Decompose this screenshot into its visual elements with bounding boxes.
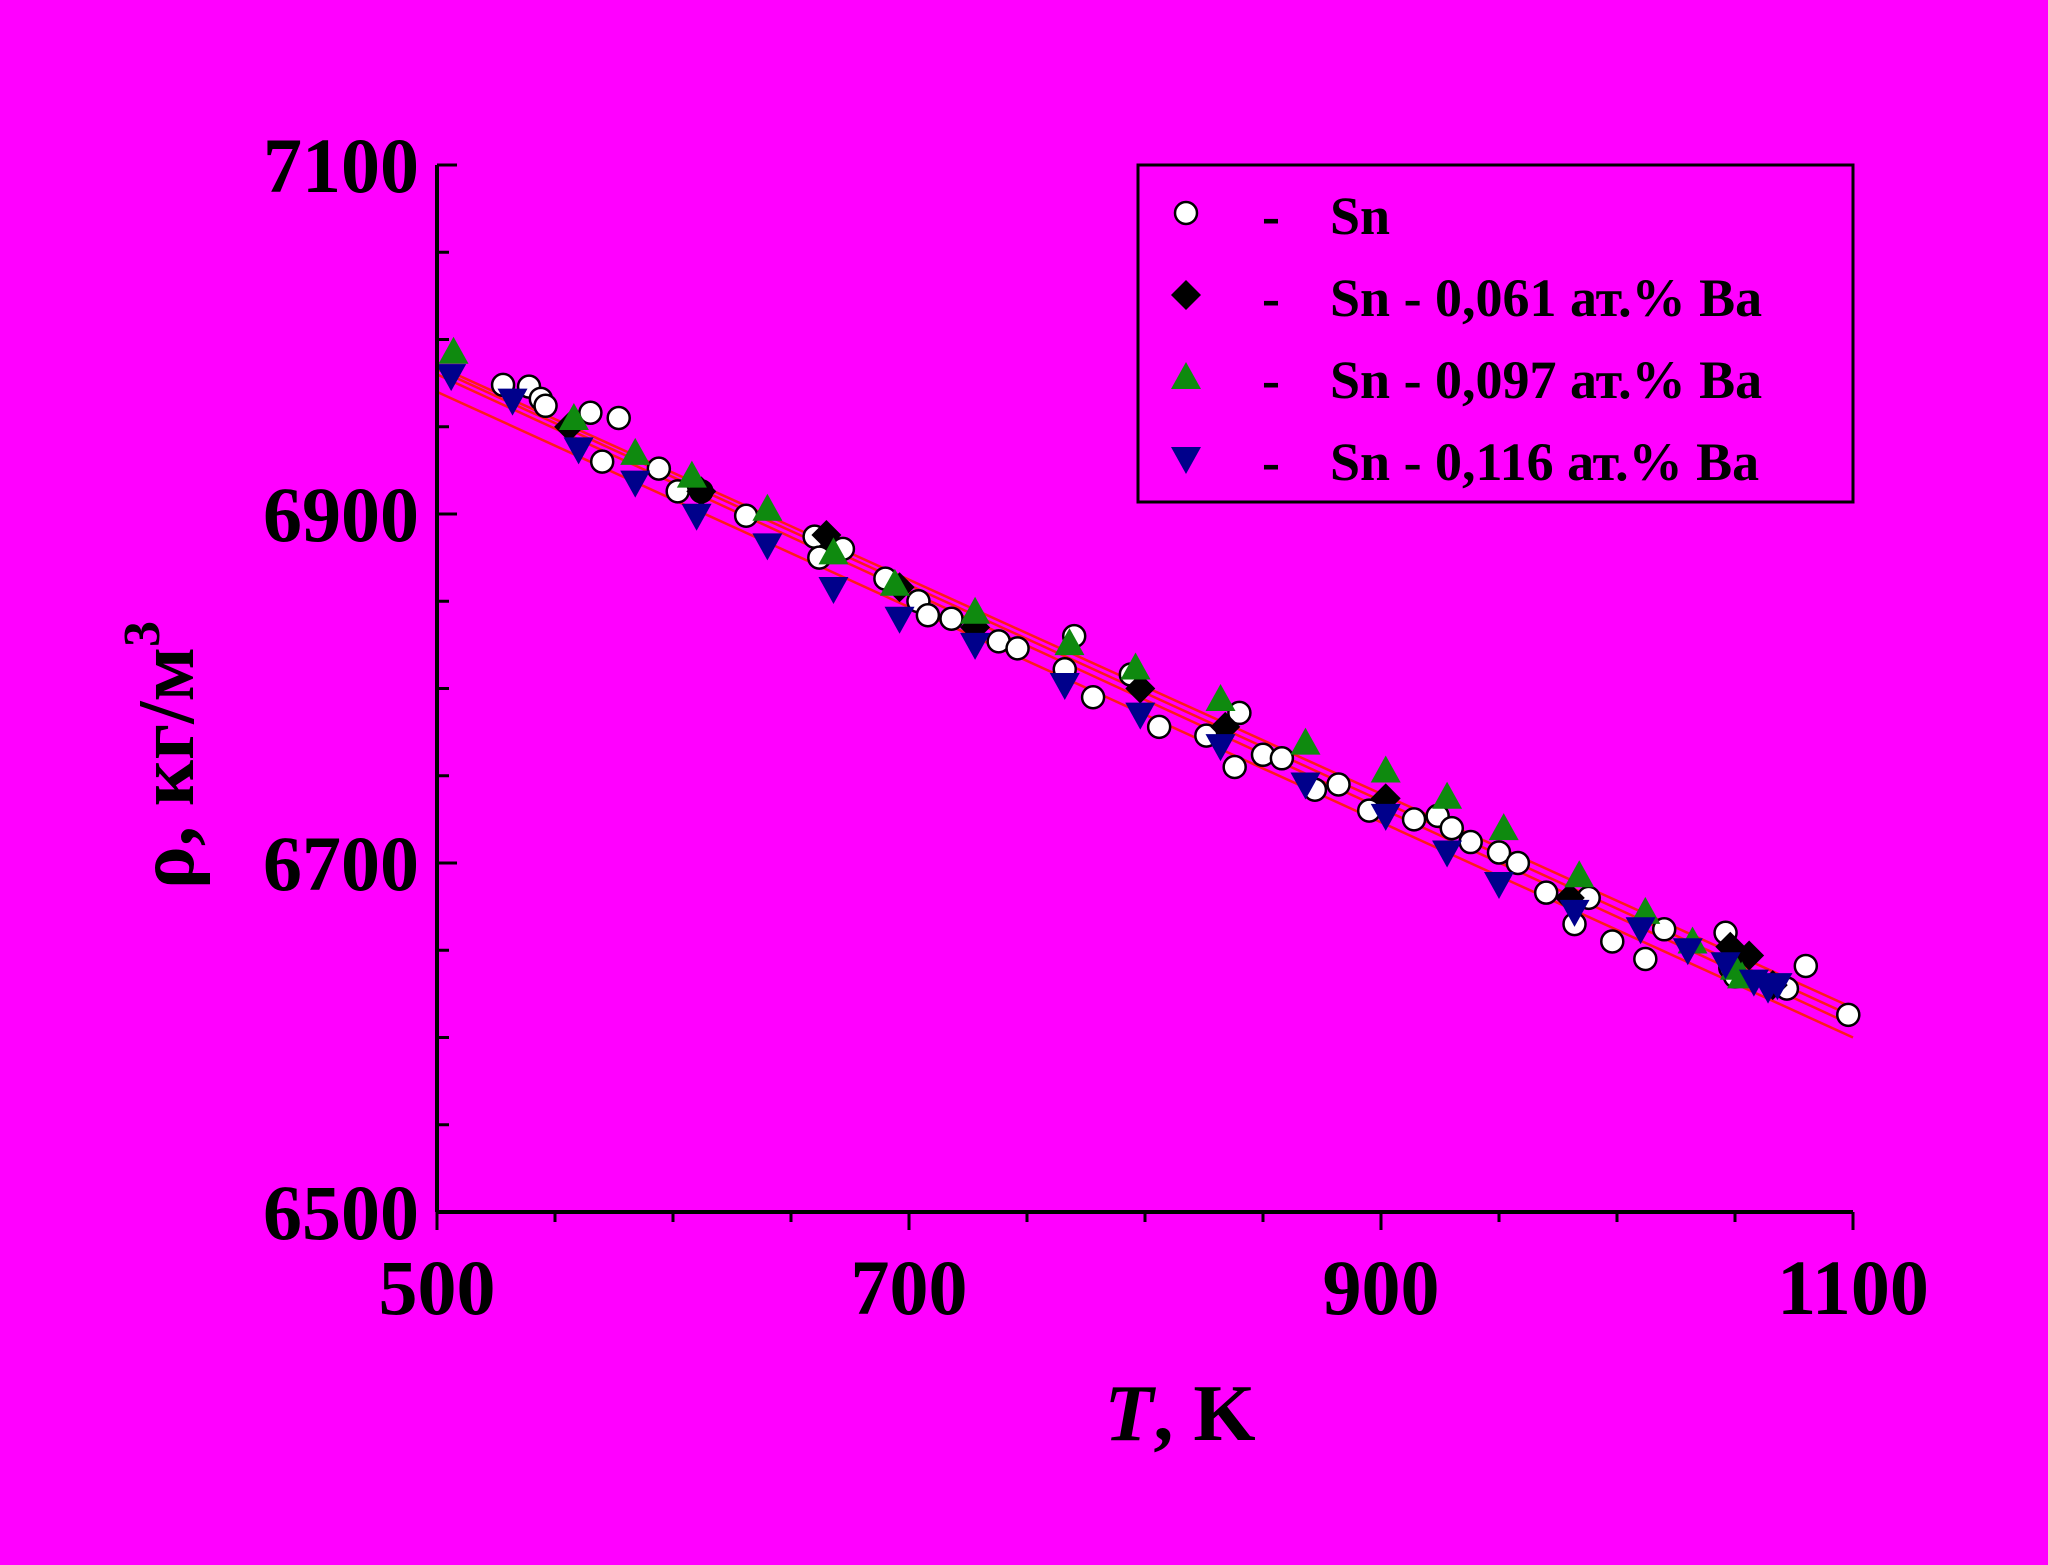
y-axis-title-main: ρ, кг/м	[123, 647, 211, 889]
x-tick-label: 900	[1323, 1244, 1440, 1331]
point-circle-50	[1836, 1002, 1861, 1028]
x-axis-title-unit: , K	[1153, 1370, 1255, 1458]
legend-marker-triangle-up	[1171, 362, 1201, 389]
point-circle-27	[1227, 700, 1252, 726]
point-circle-33	[1401, 807, 1427, 832]
point-triangle-down-2	[563, 437, 594, 465]
legend-label: Sn - 0,061 ат.% Ba	[1330, 268, 1762, 328]
point-triangle-down-9	[1049, 673, 1080, 701]
x-tick-label: 500	[379, 1244, 496, 1331]
legend-dash: -	[1262, 350, 1280, 410]
point-triangle-up-10	[1205, 683, 1236, 711]
legend-label: Sn	[1330, 186, 1390, 246]
point-triangle-up-16	[1630, 896, 1661, 924]
point-triangle-up-1	[558, 403, 589, 431]
point-triangle-up-12	[1370, 755, 1401, 783]
point-triangle-down-7	[884, 606, 915, 634]
point-triangle-up-15	[1564, 860, 1595, 888]
legend-dash: -	[1262, 186, 1280, 246]
point-triangle-down-17	[1625, 917, 1656, 945]
point-circle-7	[646, 456, 672, 481]
point-circle-4	[578, 400, 603, 426]
x-axis-title-symbol: T	[1104, 1370, 1156, 1458]
point-triangle-down-19	[1710, 952, 1741, 980]
point-circle-26	[1222, 754, 1247, 780]
point-triangle-down-11	[1205, 734, 1236, 762]
point-circle-43	[1633, 946, 1658, 972]
point-triangle-up-6	[879, 568, 910, 596]
point-triangle-down-15	[1484, 871, 1514, 899]
point-circle-22	[1080, 684, 1106, 710]
point-triangle-up-0	[438, 336, 469, 364]
legend: - Sn- Sn - 0,061 ат.% Ba- Sn - 0,097 ат.% B…	[1136, 163, 1855, 504]
point-circle-16	[915, 602, 941, 628]
point-triangle-up-3	[676, 460, 707, 488]
point-circle-5	[589, 449, 615, 474]
point-circle-38	[1505, 850, 1531, 876]
point-triangle-up-4	[752, 493, 783, 521]
y-tick-label: 7100	[263, 122, 419, 209]
x-tick-label: 700	[851, 1244, 968, 1331]
point-circle-36	[1458, 829, 1483, 855]
point-triangle-down-12	[1290, 772, 1321, 800]
data-points	[436, 336, 1861, 1028]
point-circle-37	[1486, 840, 1512, 865]
point-triangle-up-14	[1488, 813, 1519, 841]
point-circle-10	[733, 503, 759, 528]
point-triangle-down-18	[1672, 938, 1703, 966]
tick-labels: 500 700 900 1100 6500 6700 6900 7100	[263, 122, 1929, 1331]
point-triangle-up-5	[818, 537, 849, 565]
point-triangle-up-11	[1290, 727, 1321, 755]
y-axis-title: ρ, кг/м3	[114, 621, 211, 889]
x-tick-label: 1100	[1777, 1244, 1929, 1331]
point-circle-29	[1269, 746, 1295, 771]
point-circle-42	[1600, 929, 1625, 954]
point-circle-31	[1326, 772, 1351, 797]
point-triangle-down-22	[1762, 973, 1793, 1001]
legend-dash: -	[1262, 432, 1280, 492]
x-axis-title: T, K	[1104, 1370, 1255, 1458]
y-tick-label: 6700	[263, 820, 419, 907]
y-tick-label: 6500	[263, 1169, 419, 1256]
point-triangle-down-16	[1559, 899, 1590, 927]
legend-box	[1136, 163, 1855, 504]
point-triangle-down-0	[436, 364, 467, 392]
point-circle-39	[1533, 880, 1559, 905]
y-axis-title-superscript: 3	[114, 621, 171, 647]
point-triangle-down-14	[1432, 840, 1463, 868]
legend-marker-diamond	[1171, 280, 1201, 310]
point-circle-35	[1439, 815, 1465, 841]
point-circle-6	[606, 405, 631, 431]
legend-marker-triangle-down	[1171, 447, 1201, 474]
point-circle-3	[533, 393, 558, 419]
point-circle-24	[1146, 714, 1172, 740]
point-triangle-up-2	[620, 437, 651, 465]
point-triangle-down-13	[1370, 803, 1401, 831]
legend-marker-circle	[1173, 200, 1199, 226]
y-tick-label: 6900	[263, 471, 419, 558]
point-circle-17	[939, 606, 964, 631]
point-triangle-up-8	[1054, 628, 1085, 656]
point-triangle-down-3	[620, 470, 651, 498]
point-triangle-up-13	[1432, 781, 1463, 809]
point-diamond-5	[1125, 673, 1156, 704]
legend-label: Sn - 0,097 ат.% Ba	[1330, 350, 1762, 410]
legend-dash: -	[1262, 268, 1280, 328]
point-circle-49	[1793, 953, 1819, 979]
point-triangle-down-6	[818, 577, 849, 605]
axes	[435, 163, 1855, 1230]
point-triangle-down-20	[1738, 969, 1769, 997]
point-triangle-down-8	[960, 632, 991, 660]
point-triangle-down-10	[1125, 702, 1156, 730]
point-circle-19	[1005, 636, 1030, 661]
point-triangle-down-4	[681, 503, 712, 531]
point-triangle-up-7	[960, 596, 991, 624]
point-triangle-down-1	[497, 388, 528, 416]
legend-label: Sn - 0,116 ат.% Ba	[1330, 432, 1759, 492]
point-triangle-down-5	[752, 533, 783, 561]
point-triangle-up-9	[1120, 652, 1151, 680]
